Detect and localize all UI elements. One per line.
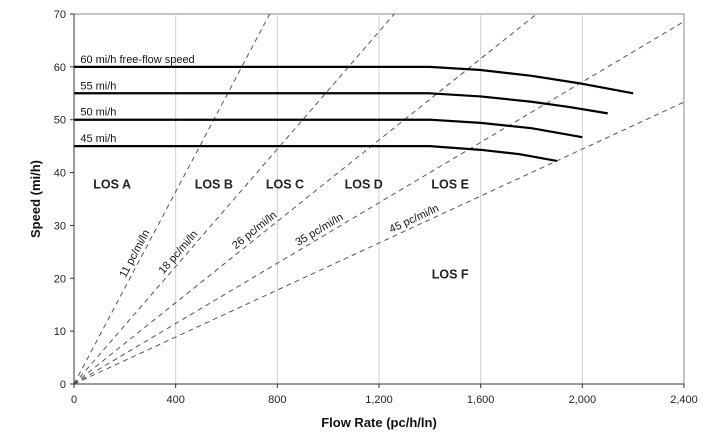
los-label: LOS A	[93, 177, 131, 191]
y-tick-label: 20	[54, 273, 66, 285]
x-tick-label: 2,000	[569, 394, 597, 406]
x-tick-label: 800	[268, 394, 286, 406]
y-tick-label: 10	[54, 326, 66, 338]
series-label: 55 mi/h	[80, 80, 116, 92]
y-tick-label: 40	[54, 168, 66, 180]
speed-flow-curve	[74, 92, 608, 115]
density-line	[73, 13, 395, 385]
x-tick-label: 400	[166, 394, 184, 406]
los-label: LOS B	[195, 177, 233, 191]
y-tick-label: 30	[54, 220, 66, 232]
x-tick-label: 0	[71, 394, 77, 406]
los-label: LOS E	[431, 177, 469, 191]
los-label: LOS C	[266, 177, 304, 191]
tick-labels: 0 400 800 1,200 1,600 2,000 2,400 0 10 20 30 40 50 60…	[54, 9, 698, 406]
y-tick-label: 70	[54, 9, 66, 21]
x-tick-label: 1,200	[365, 394, 393, 406]
los-label: LOS D	[345, 177, 383, 191]
grid	[175, 14, 583, 384]
series-label: 50 mi/h	[80, 107, 116, 119]
density-line	[73, 101, 685, 385]
density-line	[73, 21, 685, 385]
y-tick-label: 60	[54, 62, 66, 74]
x-axis-label: Flow Rate (pc/h/ln)	[321, 415, 437, 430]
series-label: 45 mi/h	[80, 133, 116, 145]
speed-flow-curve	[74, 65, 634, 95]
annotations: LOS A LOS B LOS C LOS D LOS E LOS F	[93, 177, 469, 281]
x-tick-label: 1,600	[467, 394, 495, 406]
los-label: LOS F	[432, 267, 469, 281]
y-tick-label: 50	[54, 115, 66, 127]
y-tick-label: 0	[60, 379, 66, 391]
speed-flow-curves: 60 mi/h free-flow speed 55 mi/h 50 mi/h 45 …	[74, 54, 634, 163]
speed-flow-curve	[74, 118, 583, 139]
density-line	[73, 13, 271, 385]
y-axis-label: Speed (mi/h)	[28, 160, 43, 238]
series-label: 60 mi/h free-flow speed	[80, 54, 194, 66]
x-tick-label: 2,400	[670, 394, 698, 406]
speed-flow-curve	[74, 145, 558, 163]
